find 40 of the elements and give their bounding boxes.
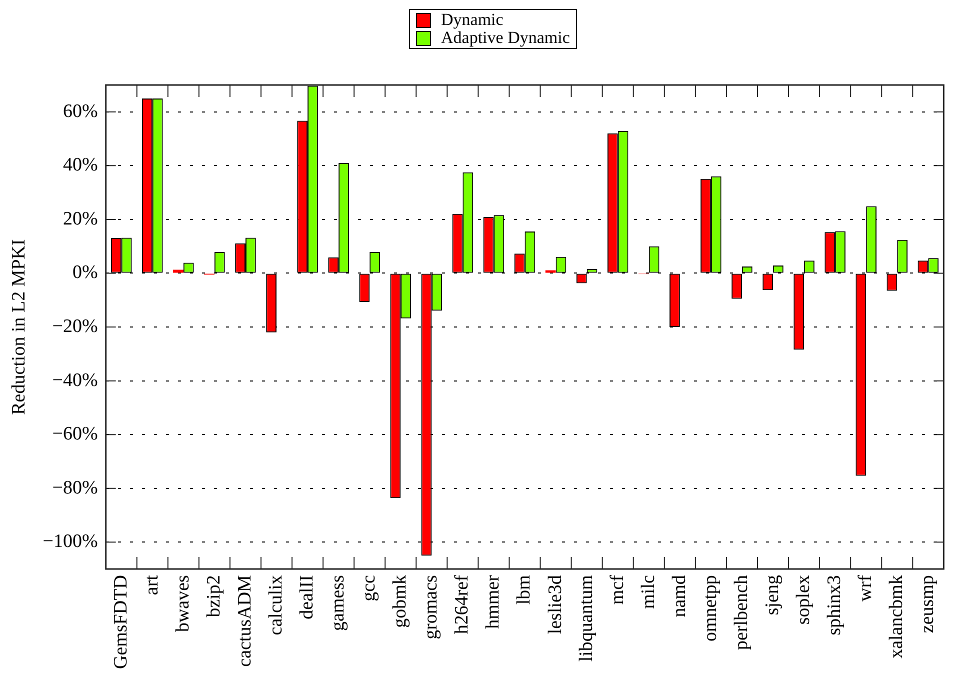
x-tick-label: libquantum — [576, 574, 597, 662]
x-tick-label: gromacs — [420, 575, 442, 640]
x-tick-label: omnetpp — [700, 575, 721, 642]
y-tick-label: 0% — [72, 262, 98, 284]
x-tick-label: gamess — [328, 575, 349, 631]
y-tick-label: 40% — [63, 154, 98, 176]
y-tick-label: −40% — [52, 370, 98, 391]
y-tick-label: 60% — [63, 100, 98, 122]
x-tick-label: xalancbmk — [886, 574, 908, 658]
x-tick-label: cactusADM — [234, 574, 256, 667]
x-tick-label: milc — [638, 575, 659, 609]
x-tick-label: bzip2 — [203, 575, 224, 618]
y-tick-label: −60% — [52, 424, 98, 445]
x-tick-label: mcf — [606, 574, 628, 605]
y-tick-label: −100% — [42, 531, 98, 552]
y-tick-label: −80% — [52, 477, 98, 498]
x-tick-label: calculix — [265, 574, 286, 636]
x-tick-label: perlbench — [730, 574, 752, 650]
x-tick-label: sjeng — [762, 574, 783, 616]
x-tick-label: namd — [668, 574, 690, 618]
x-tick-label: sphinx3 — [824, 575, 846, 636]
legend-label: Adaptive Dynamic — [441, 28, 570, 48]
x-tick-label: wrf — [855, 574, 876, 602]
x-tick-label: GemsFDTD — [110, 575, 132, 670]
x-tick-label: leslie3d — [544, 574, 566, 634]
legend-label: Dynamic — [441, 10, 504, 30]
x-tick-label: dealII — [296, 575, 318, 620]
x-tick-label: h264ref — [452, 574, 473, 634]
x-tick-label: bwaves — [172, 575, 194, 632]
x-tick-label: hmmer — [482, 574, 504, 629]
x-tick-label: art — [141, 574, 162, 596]
y-tick-label: 20% — [63, 208, 98, 230]
y-axis-title: Reduction in L2 MPKI — [8, 239, 30, 415]
x-tick-label: soplex — [793, 574, 814, 625]
x-tick-label: zeusmp — [917, 575, 938, 634]
x-tick-label: lbm — [514, 574, 535, 605]
x-tick-label: gobmk — [390, 574, 411, 628]
bar — [173, 270, 184, 273]
y-tick-label: −20% — [52, 316, 98, 338]
x-tick-label: gcc — [358, 575, 380, 602]
